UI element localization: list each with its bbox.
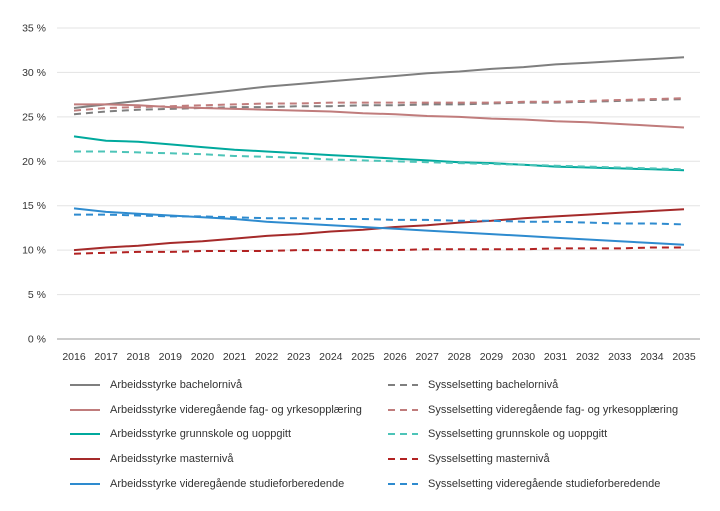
legend-label: Arbeidsstyrke grunnskole og uoppgitt — [110, 428, 291, 440]
legend-item: Arbeidsstyrke videregående studieforbere… — [70, 474, 344, 494]
line-chart: 0 %5 %10 %15 %20 %25 %30 %35 % 2016 2017 2… — [22, 23, 700, 363]
y-tick-label: 25 % — [22, 111, 46, 123]
x-tick-label: 2022 — [255, 351, 279, 363]
series-lines — [73, 56, 685, 255]
legend-item: Arbeidsstyrke videregående fag- og yrkes… — [70, 400, 362, 420]
legend-swatch — [70, 483, 100, 485]
legend-swatch — [70, 458, 100, 460]
series-line-3 — [73, 97, 685, 112]
series-line-7 — [73, 246, 684, 255]
x-tick-label: 2025 — [351, 351, 375, 363]
x-tick-label: 2016 — [62, 351, 86, 363]
legend-label: Sysselsetting videregående studieforbere… — [428, 478, 661, 490]
legend: Arbeidsstyrke bachelornivå Sysselsetting … — [0, 370, 720, 511]
x-tick-label: 2021 — [223, 351, 247, 363]
x-tick-label: 2030 — [512, 351, 536, 363]
series-line-2 — [74, 103, 685, 129]
x-tick-label: 2033 — [608, 351, 632, 363]
series-line-4 — [73, 135, 685, 172]
legend-item: Arbeidsstyrke masternivå — [70, 449, 234, 469]
legend-label: Arbeidsstyrke videregående fag- og yrkes… — [110, 404, 362, 416]
series-line-9 — [74, 213, 685, 226]
x-tick-label: 2019 — [159, 351, 183, 363]
y-tick-label: 10 % — [22, 245, 46, 257]
x-tick-label: 2024 — [319, 351, 343, 363]
x-tick-label: 2026 — [383, 351, 407, 363]
legend-label: Arbeidsstyrke bachelornivå — [110, 379, 243, 391]
y-tick-label: 20 % — [22, 156, 46, 168]
x-tick-label: 2018 — [127, 351, 151, 363]
legend-swatch — [388, 458, 418, 460]
legend-swatch — [70, 433, 100, 435]
x-tick-label: 2031 — [544, 351, 568, 363]
legend-label: Sysselsetting bachelornivå — [428, 379, 559, 391]
legend-swatch — [388, 483, 418, 485]
y-tick-label: 5 % — [28, 289, 46, 301]
x-tick-label: 2020 — [191, 351, 215, 363]
x-tick-label: 2029 — [480, 351, 504, 363]
legend-swatch — [70, 384, 100, 386]
series-line-5 — [74, 150, 685, 171]
x-tick-label: 2028 — [448, 351, 472, 363]
legend-label: Sysselsetting grunnskole og uoppgitt — [428, 428, 608, 440]
legend-item: Arbeidsstyrke grunnskole og uoppgitt — [70, 424, 291, 444]
x-tick-label: 2017 — [94, 351, 118, 363]
legend-swatch — [388, 409, 418, 411]
legend-item: Sysselsetting bachelornivå — [388, 375, 558, 395]
y-tick-label: 30 % — [22, 67, 46, 79]
x-tick-label: 2027 — [415, 351, 439, 363]
legend-item: Sysselsetting videregående fag- og yrkes… — [388, 400, 678, 420]
y-tick-label: 0 % — [28, 334, 46, 346]
legend-item: Arbeidsstyrke bachelornivå — [70, 375, 242, 395]
x-tick-label: 2034 — [640, 351, 664, 363]
x-tick-label: 2035 — [672, 351, 696, 363]
legend-item: Sysselsetting masternivå — [388, 449, 550, 469]
legend-swatch — [388, 384, 418, 386]
y-tick-label: 15 % — [22, 200, 46, 212]
legend-item: Sysselsetting grunnskole og uoppgitt — [388, 424, 607, 444]
series-line-0 — [73, 56, 685, 109]
legend-swatch — [388, 433, 418, 435]
legend-label: Arbeidsstyrke videregående studieforbere… — [110, 478, 345, 490]
legend-swatch — [70, 409, 100, 411]
gridlines — [57, 27, 700, 340]
legend-label: Sysselsetting videregående fag- og yrkes… — [428, 404, 679, 416]
legend-label: Arbeidsstyrke masternivå — [110, 453, 234, 465]
y-axis-ticks: 0 % 5 % 10 % 15 % 20 % 25 % 30 % 35 % — [22, 23, 46, 346]
x-axis-ticks: 2016 2017 2018 2019 2020 2021 2022 2023 2024 2025… — [62, 351, 696, 363]
x-tick-label: 2023 — [287, 351, 311, 363]
legend-label: Sysselsetting masternivå — [428, 453, 550, 465]
x-tick-label: 2032 — [576, 351, 600, 363]
y-tick-label: 35 % — [22, 23, 46, 35]
legend-item: Sysselsetting videregående studieforbere… — [388, 474, 660, 494]
